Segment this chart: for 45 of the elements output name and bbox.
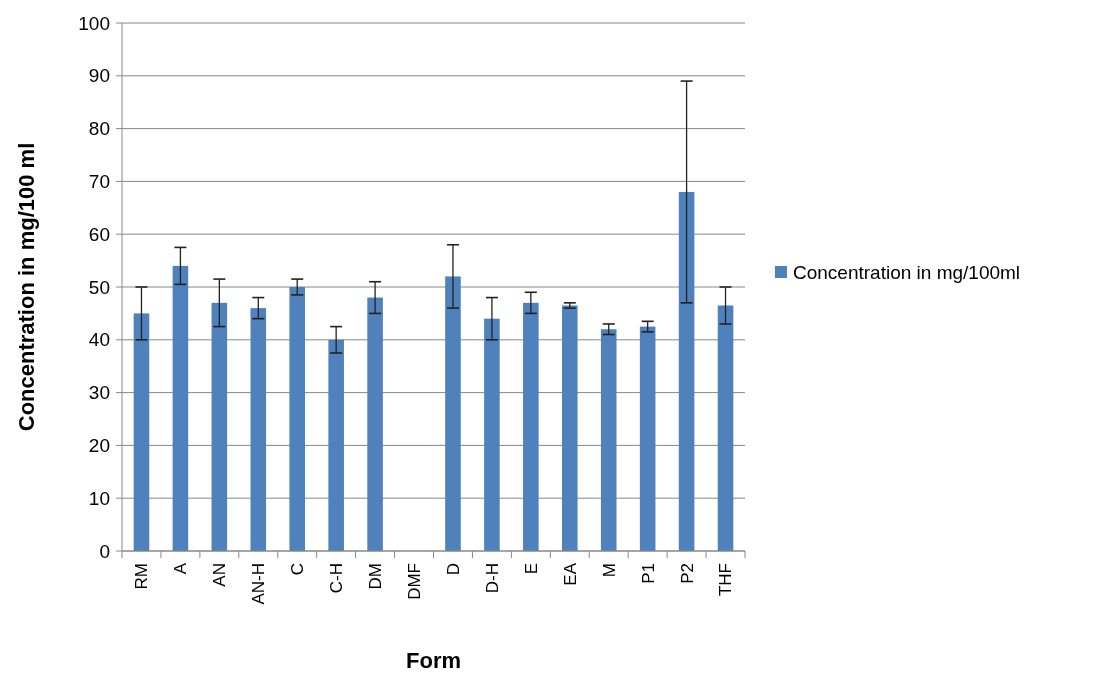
x-tick-label: C-H <box>327 563 347 594</box>
y-axis-title: Concentration in mg/100 ml <box>14 142 39 432</box>
x-tick-label: AN <box>210 563 230 587</box>
x-tick-label: D-H <box>482 563 502 594</box>
y-tick-label: 30 <box>88 382 110 404</box>
x-axis-title: Form <box>406 648 461 673</box>
bar <box>445 276 461 551</box>
x-tick-label: DMF <box>404 563 424 600</box>
y-tick-label: 20 <box>88 435 110 457</box>
x-tick-label: RM <box>132 563 152 590</box>
x-tick-label: A <box>171 562 191 575</box>
bar <box>600 329 617 551</box>
y-tick-label: 80 <box>88 118 110 140</box>
x-tick-label: C <box>288 563 308 576</box>
bar <box>523 302 539 551</box>
bar <box>328 339 344 551</box>
y-tick-label: 90 <box>88 65 110 87</box>
x-tick-label: P2 <box>677 563 697 584</box>
x-tick-label: M <box>599 563 619 578</box>
y-tick-label: 100 <box>78 12 110 34</box>
x-tick-label: THF <box>716 563 736 597</box>
x-tick-label: P1 <box>638 563 658 584</box>
y-tick-label: 0 <box>99 540 110 562</box>
bar <box>211 302 228 551</box>
x-tick-label: EA <box>560 562 580 586</box>
x-tick-label: DM <box>366 563 386 590</box>
bar <box>678 191 695 551</box>
x-tick-label: AN-H <box>249 563 269 605</box>
y-tick-label: 40 <box>88 329 110 351</box>
bar <box>367 297 383 551</box>
bar <box>561 305 578 551</box>
x-tick-label: D <box>443 563 463 576</box>
y-tick-label: 60 <box>88 223 110 245</box>
legend-label: Concentration in mg/100ml <box>793 261 1021 283</box>
x-tick-label: E <box>521 563 541 575</box>
y-tick-label: 50 <box>88 276 110 298</box>
bar <box>172 265 189 551</box>
bar <box>289 287 306 551</box>
y-tick-label: 70 <box>88 171 110 193</box>
bar <box>250 308 267 551</box>
y-tick-label: 10 <box>88 487 110 509</box>
bar <box>484 318 500 551</box>
bar <box>717 305 734 551</box>
bar <box>639 326 656 551</box>
bar <box>133 313 150 551</box>
